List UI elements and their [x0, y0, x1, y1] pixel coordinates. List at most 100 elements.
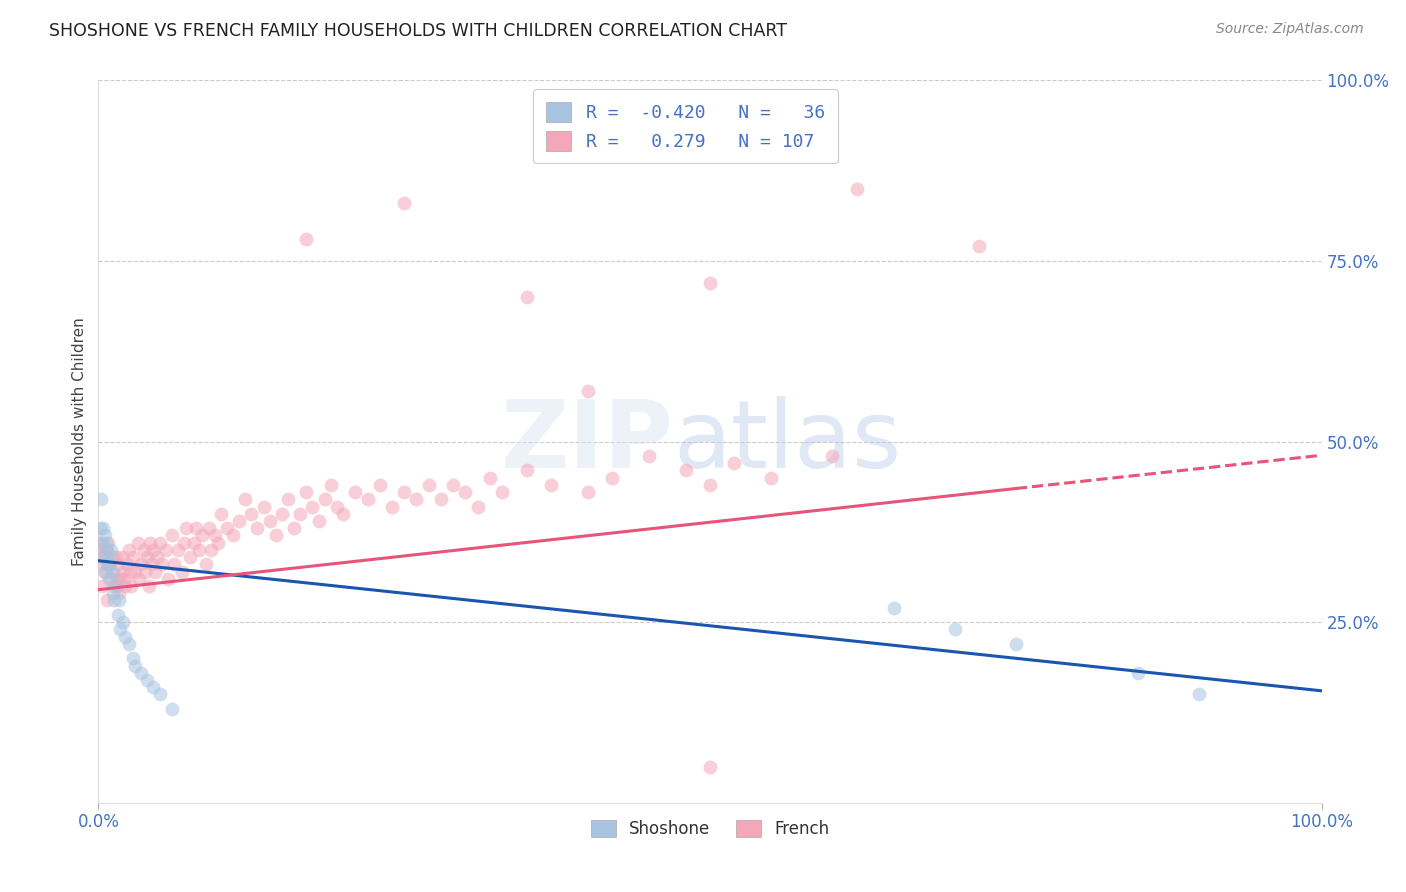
Point [699, 760, 721, 774]
Point [259, 514, 281, 528]
Point [103, 579, 125, 593]
Point [103, 593, 125, 607]
Point [228, 514, 250, 528]
Point [128, 572, 150, 586]
Point [93, 565, 115, 579]
Point [114, 630, 136, 644]
Point [141, 558, 163, 572]
Point [121, 550, 143, 565]
Point [136, 673, 159, 687]
Point [173, 535, 195, 549]
Point [139, 535, 162, 549]
Point [301, 500, 323, 514]
Point [101, 586, 124, 600]
Point [110, 623, 132, 637]
Point [112, 572, 135, 586]
Point [115, 558, 138, 572]
Point [187, 542, 209, 557]
Point [136, 550, 159, 565]
Point [89, 521, 111, 535]
Point [319, 478, 342, 492]
Point [197, 521, 219, 535]
Point [124, 565, 146, 579]
Point [405, 492, 427, 507]
Point [132, 542, 155, 557]
Point [308, 514, 330, 528]
Point [91, 535, 114, 549]
Point [418, 478, 440, 492]
Point [761, 470, 783, 484]
Point [105, 579, 128, 593]
Point [515, 463, 537, 477]
Point [94, 542, 117, 557]
Point [97, 550, 120, 565]
Point [454, 485, 477, 500]
Point [118, 637, 141, 651]
Point [233, 492, 256, 507]
Point [381, 500, 404, 514]
Point [179, 550, 201, 565]
Point [98, 558, 121, 572]
Point [600, 470, 623, 484]
Point [100, 572, 122, 586]
Point [478, 470, 501, 484]
Point [138, 579, 160, 593]
Point [108, 586, 131, 600]
Point [100, 542, 122, 557]
Point [699, 478, 721, 492]
Point [270, 507, 294, 521]
Point [467, 500, 489, 514]
Point [699, 276, 721, 290]
Point [326, 500, 349, 514]
Point [160, 702, 183, 716]
Point [1188, 687, 1211, 701]
Point [392, 485, 416, 500]
Point [332, 507, 354, 521]
Point [283, 521, 305, 535]
Point [430, 492, 453, 507]
Point [89, 542, 111, 557]
Point [107, 607, 129, 622]
Legend: Shoshone, French: Shoshone, French [585, 814, 835, 845]
Point [183, 535, 205, 549]
Point [96, 550, 118, 565]
Point [491, 485, 513, 500]
Point [637, 449, 661, 463]
Point [290, 507, 312, 521]
Point [97, 535, 120, 549]
Text: ZIP: ZIP [501, 395, 673, 488]
Text: Source: ZipAtlas.com: Source: ZipAtlas.com [1216, 22, 1364, 37]
Point [167, 542, 190, 557]
Point [129, 558, 152, 572]
Point [94, 535, 117, 549]
Point [515, 290, 537, 304]
Point [120, 565, 142, 579]
Point [1128, 665, 1150, 680]
Point [111, 565, 134, 579]
Point [186, 521, 208, 535]
Point [576, 384, 599, 398]
Point [127, 535, 149, 549]
Point [195, 558, 218, 572]
Point [96, 593, 118, 607]
Point [121, 651, 143, 665]
Y-axis label: Family Households with Children: Family Households with Children [72, 318, 87, 566]
Point [98, 572, 121, 586]
Point [540, 478, 562, 492]
Point [142, 542, 165, 557]
Point [155, 542, 177, 557]
Point [90, 535, 112, 549]
Point [142, 680, 165, 694]
Point [821, 449, 844, 463]
Point [176, 521, 198, 535]
Point [111, 615, 134, 630]
Point [111, 550, 134, 565]
Point [191, 528, 214, 542]
Point [107, 558, 129, 572]
Point [101, 565, 124, 579]
Text: SHOSHONE VS FRENCH FAMILY HOUSEHOLDS WITH CHILDREN CORRELATION CHART: SHOSHONE VS FRENCH FAMILY HOUSEHOLDS WIT… [49, 22, 787, 40]
Point [91, 558, 114, 572]
Point [101, 550, 124, 565]
Point [101, 565, 124, 579]
Point [91, 550, 114, 565]
